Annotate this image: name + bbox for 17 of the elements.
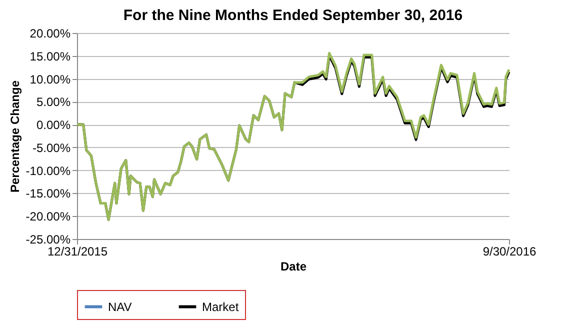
chart-title: For the Nine Months Ended September 30, 2016: [123, 7, 463, 24]
y-tick-label: 0.00%: [36, 118, 71, 132]
y-tick-label: -5.00%: [32, 140, 71, 155]
y-tick-label: 5.00%: [36, 95, 71, 110]
y-tick-label: -25.00%: [26, 232, 71, 246]
y-tick-label: 20.00%: [30, 26, 71, 40]
legend-label: NAV: [108, 300, 132, 314]
y-tick-label: 15.00%: [30, 49, 71, 64]
y-tick-label: 10.00%: [30, 72, 71, 86]
y-tick-label: -20.00%: [26, 210, 71, 224]
x-tick-label: 12/31/2015: [47, 244, 108, 258]
x-tick-label: 9/30/2016: [482, 244, 537, 258]
y-tick-label: -10.00%: [26, 164, 71, 178]
y-tick-label: -15.00%: [26, 186, 71, 201]
legend-label: Market: [202, 300, 240, 314]
x-axis-title: Date: [280, 260, 307, 274]
y-axis-title: Percentage Change: [8, 80, 22, 193]
